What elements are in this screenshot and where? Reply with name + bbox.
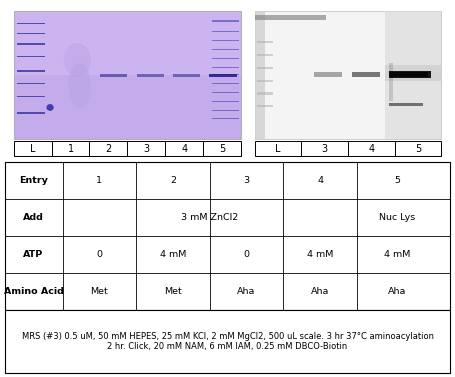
Bar — [212, 67, 239, 68]
Bar — [212, 92, 239, 93]
Text: 3: 3 — [322, 144, 328, 153]
Text: MRS (#3) 0.5 uM, 50 mM HEPES, 25 mM KCl, 2 mM MgCl2, 500 uL scale. 3 hr 37°C ami: MRS (#3) 0.5 uM, 50 mM HEPES, 25 mM KCl,… — [21, 332, 434, 351]
Text: 5: 5 — [394, 176, 400, 185]
Bar — [255, 11, 265, 139]
Bar — [17, 70, 45, 72]
Bar — [136, 74, 164, 77]
Bar — [17, 112, 45, 114]
Bar — [212, 110, 239, 111]
Bar — [389, 103, 423, 106]
Bar — [212, 31, 239, 32]
Text: L: L — [275, 144, 281, 153]
Text: 5: 5 — [415, 144, 421, 153]
Text: Met: Met — [164, 287, 182, 296]
Bar — [14, 75, 241, 139]
Bar — [209, 74, 237, 77]
Bar — [212, 118, 239, 119]
Bar — [173, 74, 200, 77]
Bar — [255, 15, 326, 20]
Bar — [212, 49, 239, 50]
Bar — [14, 11, 241, 139]
Bar — [5, 162, 450, 310]
Bar — [257, 67, 273, 69]
Bar — [389, 70, 431, 78]
Text: ATP: ATP — [23, 250, 44, 259]
Text: 1: 1 — [96, 176, 102, 185]
Text: L: L — [30, 144, 35, 153]
Text: Aha: Aha — [311, 287, 329, 296]
Bar — [385, 65, 441, 81]
Bar — [212, 101, 239, 102]
Bar — [212, 74, 239, 75]
Text: 4 mM: 4 mM — [160, 250, 186, 259]
Bar — [17, 33, 45, 34]
Text: Nuc Lys: Nuc Lys — [379, 213, 415, 222]
Text: Entry: Entry — [19, 176, 48, 185]
Text: 2: 2 — [170, 176, 176, 185]
Text: Aha: Aha — [388, 287, 406, 296]
Ellipse shape — [64, 43, 91, 77]
Text: 4 mM: 4 mM — [384, 250, 410, 259]
Bar — [257, 41, 273, 43]
Bar — [5, 310, 450, 373]
Text: 4: 4 — [369, 144, 374, 153]
Bar — [389, 72, 428, 77]
Text: Add: Add — [23, 213, 44, 222]
Text: 5: 5 — [219, 144, 225, 153]
Bar — [17, 96, 45, 97]
Ellipse shape — [68, 63, 91, 108]
Bar — [385, 11, 441, 139]
Bar — [100, 74, 127, 77]
Text: 0: 0 — [243, 250, 249, 259]
Text: 3 mM ZnCl2: 3 mM ZnCl2 — [181, 213, 238, 222]
Bar — [257, 105, 273, 107]
Bar — [212, 20, 239, 21]
Text: Amino Acid: Amino Acid — [4, 287, 63, 296]
Bar — [17, 83, 45, 84]
Bar — [212, 58, 239, 59]
Bar — [17, 56, 45, 57]
Ellipse shape — [46, 104, 54, 111]
Bar — [14, 141, 241, 156]
Bar — [314, 72, 343, 77]
Bar — [257, 80, 273, 82]
Bar — [17, 23, 45, 24]
Bar — [314, 72, 343, 77]
Bar — [212, 40, 239, 41]
Bar — [212, 83, 239, 84]
Text: 1: 1 — [67, 144, 74, 153]
Bar — [255, 11, 441, 139]
Text: Met: Met — [91, 287, 108, 296]
Bar — [389, 63, 393, 101]
Text: 3: 3 — [143, 144, 149, 153]
Text: 3: 3 — [243, 176, 249, 185]
Text: 4 mM: 4 mM — [307, 250, 333, 259]
Bar — [257, 92, 273, 95]
Text: 2: 2 — [105, 144, 111, 153]
Bar — [255, 141, 441, 156]
Bar — [257, 54, 273, 56]
Bar — [17, 43, 45, 44]
Bar — [352, 72, 380, 77]
Text: Aha: Aha — [237, 287, 256, 296]
Text: 4: 4 — [317, 176, 323, 185]
Text: 0: 0 — [96, 250, 102, 259]
Text: 4: 4 — [181, 144, 187, 153]
